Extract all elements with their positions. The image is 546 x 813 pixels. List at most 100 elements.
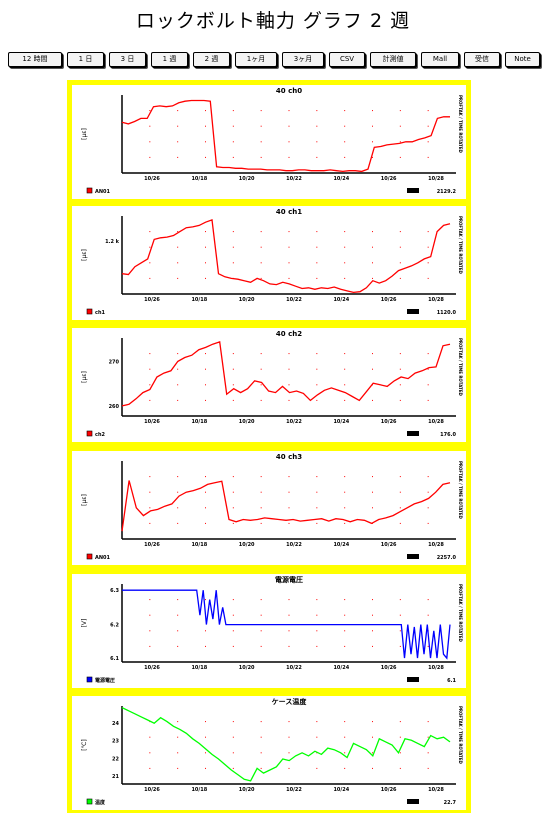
grid-dot — [288, 262, 290, 264]
grid-dot — [372, 645, 373, 647]
grid-dot — [260, 630, 262, 632]
grid-dot — [232, 721, 234, 723]
x-tick-label: 10/22 — [286, 665, 302, 671]
grid-dot — [205, 277, 206, 279]
y-axis-label: [με] — [81, 249, 88, 261]
chart-ch3: 40 ch3 [με] 10/26 10/18 10/20 10/22 10/24 10/26… — [81, 453, 463, 561]
grid-dot — [427, 721, 429, 723]
latest-value: 2129.2 — [437, 189, 457, 195]
series-line — [121, 707, 451, 782]
grid-dot — [372, 353, 373, 355]
x-tick-label: 10/20 — [239, 297, 255, 303]
grid-dot — [372, 246, 373, 248]
legend-swatch — [86, 676, 93, 683]
side-label: PROFTAK / TIME ROTATED — [458, 584, 463, 642]
grid-dot — [232, 736, 234, 738]
grid-dot — [177, 630, 179, 632]
grid-dot — [316, 277, 318, 279]
grid-dot — [427, 262, 429, 264]
grid-dot — [260, 141, 262, 143]
measured-value-button[interactable]: 計測値 — [370, 52, 416, 67]
grid-dot — [149, 399, 151, 401]
grid-dot — [316, 736, 318, 738]
grid-dot — [177, 721, 179, 723]
grid-dot — [427, 141, 429, 143]
range-3m-button[interactable]: 3ヶ月 — [282, 52, 324, 67]
grid-dot — [344, 767, 346, 769]
grid-dot — [372, 614, 373, 616]
grid-dot — [372, 231, 373, 233]
grid-dot — [316, 767, 318, 769]
grid-dot — [205, 599, 206, 601]
grid-dot — [232, 384, 234, 386]
grid-dot — [372, 721, 373, 723]
latest-value: 22.7 — [444, 800, 457, 806]
x-tick-label: 10/24 — [333, 787, 349, 793]
x-tick-label: 10/18 — [191, 176, 207, 182]
receive-button[interactable]: 受信 — [464, 52, 500, 67]
grid-dot — [205, 353, 206, 355]
series-line — [121, 480, 451, 532]
grid-dot — [399, 368, 401, 370]
grid-dot — [399, 141, 401, 143]
grid-dot — [205, 507, 206, 509]
chart-panel-ch1: 40 ch1 [με] 1.2 k 10/26 10/18 10/20 10/22 10/24… — [72, 206, 466, 320]
side-label: PROFTAK / TIME ROTATED — [458, 338, 463, 396]
y-axis-label: [με] — [81, 494, 88, 506]
csv-button[interactable]: CSV — [329, 52, 365, 67]
grid-dot — [177, 522, 179, 524]
y-tick-label: 270 — [109, 359, 120, 365]
chart-ch2: 40 ch2 [με] 270 260 10/26 10/18 10/20 10/22 10/2… — [81, 330, 463, 438]
range-1d-button[interactable]: 1 日 — [67, 52, 104, 67]
grid-dot — [232, 507, 234, 509]
grid-dot — [399, 353, 401, 355]
mail-button[interactable]: Mall — [421, 52, 459, 67]
chart-frame: 40 ch0 [με] 10/26 10/18 10/20 10/22 10/24 10/26… — [67, 80, 471, 813]
note-button[interactable]: Note — [505, 52, 540, 67]
grid-dot — [316, 353, 318, 355]
legend-swatch — [86, 430, 93, 437]
grid-dot — [149, 736, 151, 738]
x-tick-label: 10/24 — [333, 665, 349, 671]
grid-dot — [149, 507, 151, 509]
grid-dot — [288, 491, 290, 493]
x-tick-label: 10/28 — [428, 297, 444, 303]
latest-value-marker — [407, 677, 419, 682]
grid-dot — [205, 110, 206, 112]
grid-dot — [232, 156, 234, 158]
x-tick-label: 10/20 — [239, 176, 255, 182]
grid-dot — [288, 141, 290, 143]
grid-dot — [372, 491, 373, 493]
grid-dot — [372, 156, 373, 158]
range-1w-button[interactable]: 1 週 — [151, 52, 188, 67]
toolbar: 12 時間 1 日 3 日 1 週 2 週 1ヶ月 3ヶ月 CSV 計測値 Ma… — [8, 52, 540, 68]
x-tick-label: 10/26 — [381, 176, 397, 182]
x-tick-label: 10/20 — [239, 787, 255, 793]
chart-title: 40 ch3 — [276, 453, 302, 461]
range-2w-button[interactable]: 2 週 — [193, 52, 230, 67]
grid-dot — [316, 399, 318, 401]
grid-dot — [149, 614, 151, 616]
x-tick-label: 10/26 — [381, 787, 397, 793]
range-3d-button[interactable]: 3 日 — [109, 52, 146, 67]
grid-dot — [344, 262, 346, 264]
grid-dot — [399, 399, 401, 401]
grid-dot — [399, 384, 401, 386]
grid-dot — [399, 721, 401, 723]
grid-dot — [344, 476, 346, 478]
grid-dot — [344, 630, 346, 632]
grid-dot — [372, 752, 373, 754]
grid-dot — [344, 721, 346, 723]
grid-dot — [232, 630, 234, 632]
grid-dot — [316, 476, 318, 478]
grid-dot — [288, 599, 290, 601]
grid-dot — [372, 630, 373, 632]
chart-panel-ch3: 40 ch3 [με] 10/26 10/18 10/20 10/22 10/24 10/26… — [72, 451, 466, 565]
range-12h-button[interactable]: 12 時間 — [8, 52, 62, 67]
grid-dot — [427, 522, 429, 524]
x-tick-label: 10/18 — [191, 787, 207, 793]
y-axis-label: [με] — [81, 371, 88, 383]
grid-dot — [316, 156, 318, 158]
grid-dot — [344, 645, 346, 647]
range-1m-button[interactable]: 1ヶ月 — [235, 52, 277, 67]
